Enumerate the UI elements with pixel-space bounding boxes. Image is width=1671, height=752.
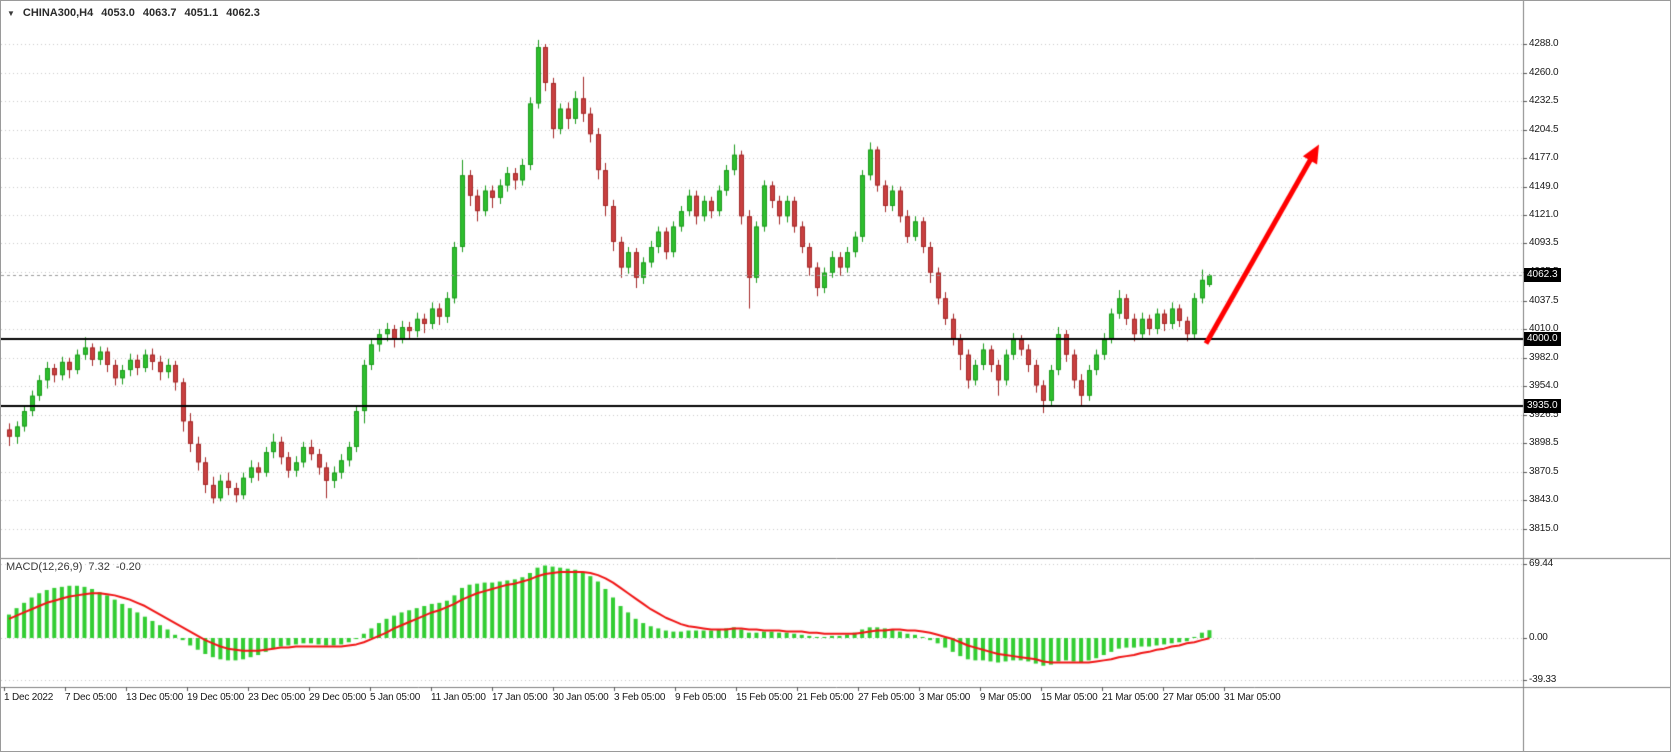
low-value: 4051.1 [184, 7, 219, 19]
macd-main-value: 7.32 [88, 561, 110, 573]
symbol-ohlc-header: ▼ CHINA300,H4 4053.0 4063.7 4051.1 4062.… [7, 7, 260, 19]
chart-dropdown-icon[interactable]: ▼ [7, 8, 15, 18]
macd-indicator-label: MACD(12,26,9) 7.32 -0.20 [6, 561, 141, 573]
high-value: 4063.7 [142, 7, 177, 19]
macd-signal-value: -0.20 [115, 561, 141, 573]
macd-name: MACD(12,26,9) [6, 561, 83, 573]
close-value: 4062.3 [226, 7, 260, 19]
symbol-period-label: CHINA300,H4 [22, 7, 94, 19]
open-value: 4053.0 [101, 7, 135, 19]
